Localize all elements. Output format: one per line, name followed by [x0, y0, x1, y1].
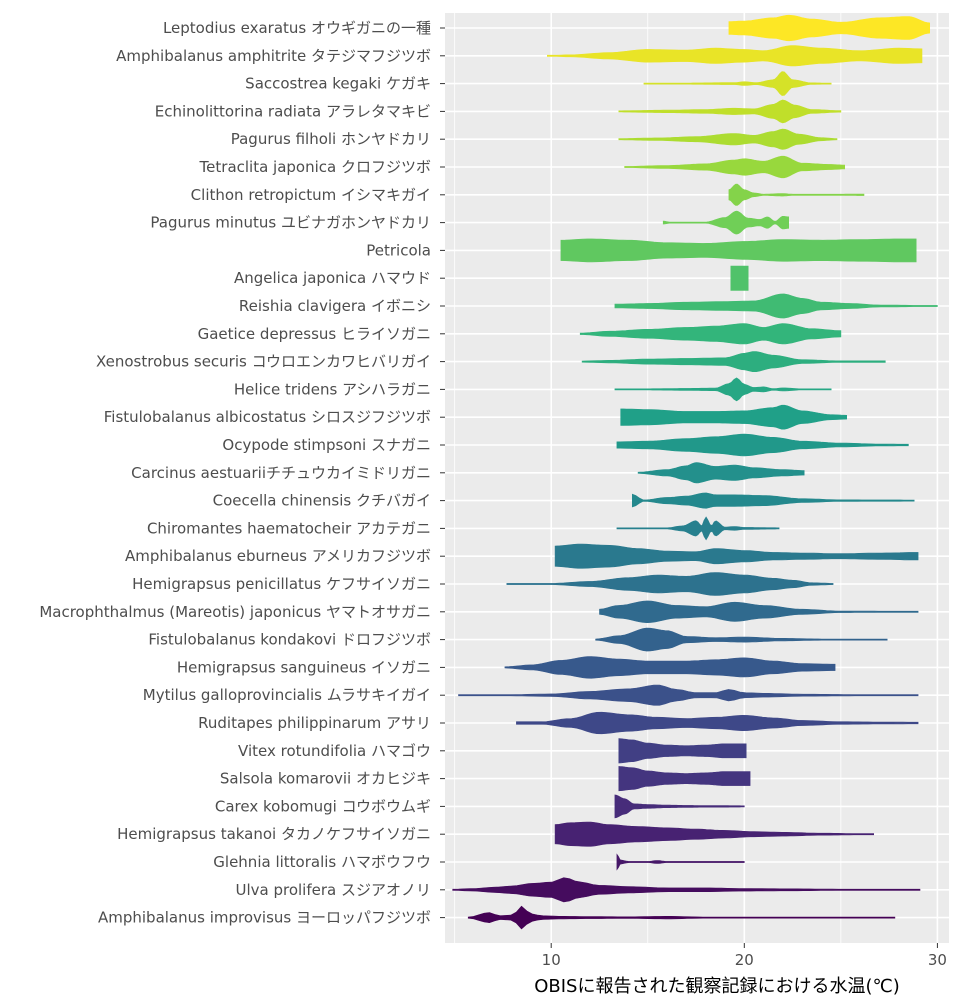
y-tick-label: Vitex rotundifolia ハマゴウ [238, 742, 431, 760]
violin-21 [599, 600, 919, 624]
y-tick-label: Ocypode stimpsoni スナガニ [222, 436, 431, 454]
violin-8 [560, 238, 917, 263]
y-tick-label: Mytilus galloprovincialis ムラサキイガイ [143, 686, 431, 704]
violin-27 [618, 766, 751, 792]
y-tick-label: Fistulobalanus kondakovi ドロフジツボ [148, 631, 431, 649]
y-tick-label: Clithon retropictum イシマキガイ [191, 186, 431, 204]
violin-23 [504, 656, 836, 679]
x-tick-label: 10 [542, 951, 561, 969]
x-axis-tick-labels: 10 20 30 [542, 943, 947, 969]
y-tick-label: Amphibalanus eburneus アメリカフジツボ [125, 547, 431, 565]
violin-1 [547, 45, 923, 67]
y-tick-label: Ruditapes philippinarum アサリ [198, 714, 431, 732]
violin-12 [581, 351, 886, 372]
violin-0 [728, 14, 930, 42]
violin-11 [579, 323, 842, 345]
y-tick-label: Hemigrapsus sanguineus イソガニ [177, 658, 431, 676]
violin-31 [452, 877, 921, 903]
y-tick-label: Amphibalanus improvisus ヨーロッパフジツボ [98, 909, 431, 927]
violin-4 [618, 128, 838, 150]
y-tick-label: Fistulobalanus albicostatus シロスジフジツボ [104, 408, 431, 426]
y-tick-label: Pagurus minutus ユビナガホンヤドカリ [150, 214, 431, 232]
x-tick-label: 20 [735, 951, 754, 969]
violin-3 [618, 99, 842, 124]
violin-28 [614, 794, 745, 819]
violin-26 [618, 738, 747, 764]
violin-6 [728, 183, 865, 206]
violin-14 [620, 404, 847, 430]
violin-18 [616, 516, 780, 541]
violin-29 [554, 821, 874, 847]
violin-2 [643, 71, 832, 96]
y-tick-label: Chiromantes haematocheir アカテガニ [147, 519, 431, 537]
y-tick-label: Macrophthalmus (Mareotis) japonicus ヤマトオ… [39, 603, 431, 621]
y-tick-label: Carex kobomugi コウボウムギ [215, 797, 431, 815]
violin-25 [516, 711, 919, 735]
y-tick-label: Xenostrobus securis コウロエンカワヒバリガイ [96, 353, 431, 371]
y-tick-label: Pagurus filholi ホンヤドカリ [231, 130, 431, 148]
y-tick-label: Angelica japonica ハマウド [234, 269, 431, 287]
y-tick-label: Hemigrapsus takanoi タカノケフサイソガニ [117, 825, 431, 843]
x-axis-title: OBISに報告された観察記録における水温(℃) [534, 976, 900, 997]
violins [452, 14, 938, 930]
violin-9 [730, 265, 749, 291]
y-tick-label: Tetraclita japonica クロフジツボ [199, 158, 431, 176]
y-tick-label: Ulva prolifera スジアオノリ [236, 881, 432, 899]
violin-10 [614, 293, 938, 319]
violin-22 [595, 627, 888, 652]
violin-16 [637, 462, 805, 484]
y-tick-label: Coecella chinensis クチバガイ [213, 492, 431, 510]
y-tick-label: Saccostrea kegaki ケガキ [245, 75, 431, 93]
x-tick-label: 30 [928, 951, 947, 969]
y-tick-label: Reishia clavigera イボニシ [239, 297, 431, 315]
y-tick-label: Hemigrapsus penicillatus ケフサイソガニ [132, 575, 431, 593]
violin-13 [614, 377, 832, 402]
y-tick-label: Echinolittorina radiata アラレタマキビ [155, 102, 431, 120]
y-tick-label: Gaetice depressus ヒライソガニ [198, 325, 431, 343]
violin-5 [624, 155, 845, 179]
y-tick-label: Leptodius exaratus オウギガニの一種 [163, 19, 431, 37]
y-tick-label: Amphibalanus amphitrite タテジマフジツボ [116, 47, 431, 65]
y-tick-label: Glehnia littoralis ハマボウフウ [213, 853, 431, 871]
violin-32 [467, 905, 896, 930]
violin-19 [554, 543, 919, 569]
y-tick-label: Petricola [366, 241, 431, 259]
y-tick-label: Carcinus aestuariiチチュウカイミドリガニ [131, 464, 431, 482]
violin-15 [616, 433, 909, 457]
violin-20 [506, 572, 834, 596]
violin-17 [632, 492, 915, 509]
y-axis-tick-labels: Leptodius exaratus オウギガニの一種 Amphibalanus … [39, 19, 445, 927]
violin-30 [616, 853, 745, 871]
violin-24 [458, 684, 919, 706]
y-tick-label: Salsola komarovii オカヒジキ [220, 770, 431, 788]
y-tick-label: Helice tridens アシハラガニ [234, 380, 431, 398]
violin-7 [662, 210, 789, 235]
